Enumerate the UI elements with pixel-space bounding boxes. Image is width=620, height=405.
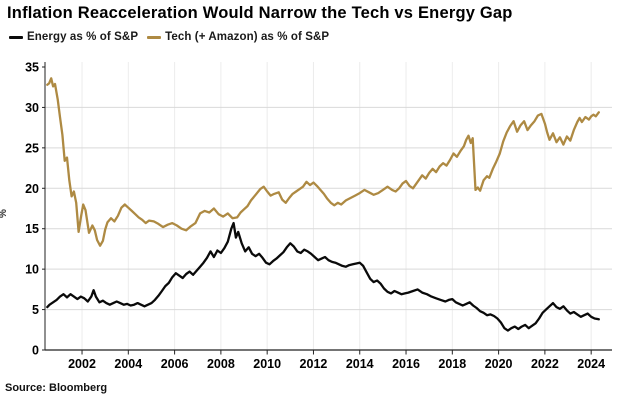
x-tick-label: 2024 [577, 357, 605, 371]
energy-line-swatch [9, 35, 23, 39]
x-tick-label: 2014 [346, 357, 374, 371]
y-tick-label: 10 [25, 263, 39, 277]
x-tick-label: 2018 [438, 357, 466, 371]
x-tick-label: 2016 [392, 357, 420, 371]
legend-label-energy: Energy as % of S&P [27, 31, 139, 43]
x-tick-label: 2004 [114, 357, 142, 371]
y-tick-label: 0 [32, 344, 39, 358]
x-tick-label: 2020 [485, 357, 513, 371]
y-tick-label: 25 [25, 141, 39, 155]
y-tick-label: 15 [25, 222, 39, 236]
x-tick-label: 2012 [300, 357, 328, 371]
x-tick-label: 2010 [253, 357, 281, 371]
legend-label-tech: Tech (+ Amazon) as % of S&P [165, 31, 330, 43]
x-tick-label: 2002 [68, 357, 96, 371]
legend-item-energy: Energy as % of S&P [9, 31, 138, 43]
chart-title: Inflation Reacceleration Would Narrow th… [7, 4, 513, 22]
x-tick-label: 2008 [207, 357, 235, 371]
tech-line-series [46, 77, 600, 247]
tech-line-swatch [147, 35, 162, 39]
y-tick-label: 20 [25, 182, 39, 196]
source-note: Source: Bloomberg [5, 382, 108, 394]
chart-legend: Energy as % of S&P Tech (+ Amazon) as % … [9, 31, 329, 43]
y-tick-label: 5 [32, 303, 39, 317]
x-tick-label: 2022 [531, 357, 559, 371]
x-tick-label: 2006 [161, 357, 189, 371]
energy-line-series [46, 221, 600, 332]
y-tick-label: 35 [25, 61, 39, 75]
y-tick-label: 30 [25, 101, 39, 115]
legend-item-tech: Tech (+ Amazon) as % of S&P [147, 31, 329, 43]
